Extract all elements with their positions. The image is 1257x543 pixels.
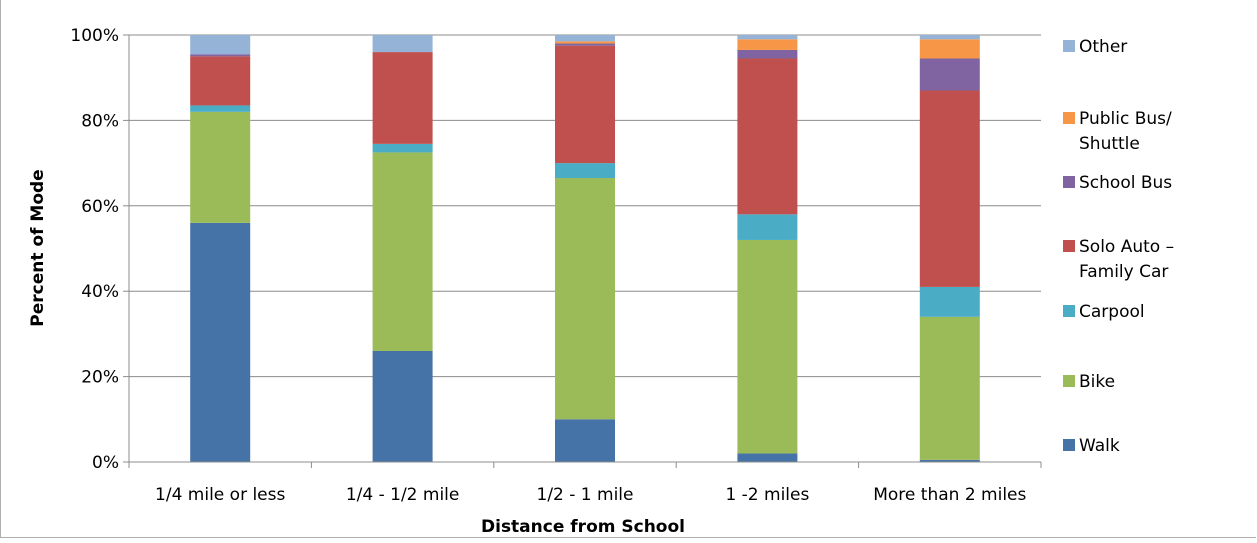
bar-segment-carpool <box>372 143 433 153</box>
bar-segment-public-bus-shuttle <box>737 39 798 50</box>
bar-segment-carpool <box>919 286 980 317</box>
bar-segment-walk <box>372 350 433 462</box>
legend-label: Family Car <box>1079 262 1168 282</box>
bar-segment-school-bus <box>190 54 251 57</box>
x-tick-label: 1/2 - 1 mile <box>537 485 634 505</box>
legend: Other Public Bus/Shuttle School Bus Solo Au… <box>1063 37 1174 456</box>
bar-segment-walk <box>555 419 615 462</box>
legend-label: Shuttle <box>1079 134 1140 154</box>
y-tick-label: 100% <box>70 26 119 46</box>
bar-segment-other <box>190 35 251 55</box>
bar-segment-walk <box>919 459 980 462</box>
legend-swatch <box>1063 305 1075 317</box>
bar-segment-other <box>555 35 615 42</box>
y-tick-label: 20% <box>81 368 119 388</box>
legend-swatch <box>1063 375 1075 387</box>
y-tick-label: 40% <box>81 282 119 302</box>
legend-label: Public Bus/ <box>1079 109 1172 129</box>
legend-label: Solo Auto – <box>1079 237 1174 257</box>
legend-label: Carpool <box>1079 302 1145 322</box>
y-tick-labels: 0% 20% 40% 60% 80% 100% <box>70 26 119 473</box>
bar-segment-walk <box>737 453 798 462</box>
axes <box>128 35 1042 468</box>
bar-segment-public-bus-shuttle <box>919 39 980 59</box>
legend-swatch <box>1063 439 1075 451</box>
bar-segment-carpool <box>555 163 615 179</box>
x-tick-label: 1 -2 miles <box>725 485 809 505</box>
bar-segment-solo-auto-family-car <box>372 52 433 144</box>
x-tick-label: More than 2 miles <box>873 485 1026 505</box>
bar-segment-carpool <box>737 214 798 240</box>
legend-swatch <box>1063 176 1075 188</box>
bar-segment-solo-auto-family-car <box>919 90 980 287</box>
bar-segment-public-bus-shuttle <box>555 41 615 44</box>
bar-segment-school-bus <box>919 58 980 91</box>
y-tick-label: 60% <box>81 197 119 217</box>
y-axis-title: Percent of Mode <box>28 169 48 326</box>
bar-segment-bike <box>372 152 433 351</box>
y-tick-label: 80% <box>81 111 119 131</box>
bar-segment-solo-auto-family-car <box>555 45 615 164</box>
legend-swatch <box>1063 240 1075 252</box>
bar-segment-solo-auto-family-car <box>190 56 251 106</box>
bar-segment-bike <box>919 316 980 460</box>
bar-segment-other <box>737 35 798 40</box>
legend-label: School Bus <box>1079 173 1172 193</box>
bar-segment-bike <box>555 178 615 420</box>
bars <box>190 35 980 462</box>
x-axis-title: Distance from School <box>481 517 685 537</box>
bar-segment-carpool <box>190 105 251 112</box>
y-tick-label: 0% <box>92 453 119 473</box>
bar-segment-school-bus <box>555 43 615 46</box>
legend-label: Bike <box>1079 372 1115 392</box>
bar-segment-solo-auto-family-car <box>737 58 798 215</box>
bar-segment-walk <box>190 222 251 462</box>
x-tick-label: 1/4 mile or less <box>155 485 285 505</box>
legend-swatch <box>1063 112 1075 124</box>
x-tick-label: 1/4 - 1/2 mile <box>346 485 460 505</box>
bar-segment-bike <box>190 111 251 223</box>
x-tick-labels: 1/4 mile or less 1/4 - 1/2 mile 1/2 - 1 mi… <box>155 485 1026 505</box>
bar-segment-school-bus <box>737 49 798 59</box>
bar-segment-bike <box>737 239 798 454</box>
bar-segment-other <box>372 35 433 53</box>
legend-label: Walk <box>1079 436 1120 456</box>
legend-swatch <box>1063 40 1075 52</box>
bar-segment-other <box>919 35 980 40</box>
legend-label: Other <box>1079 37 1127 57</box>
